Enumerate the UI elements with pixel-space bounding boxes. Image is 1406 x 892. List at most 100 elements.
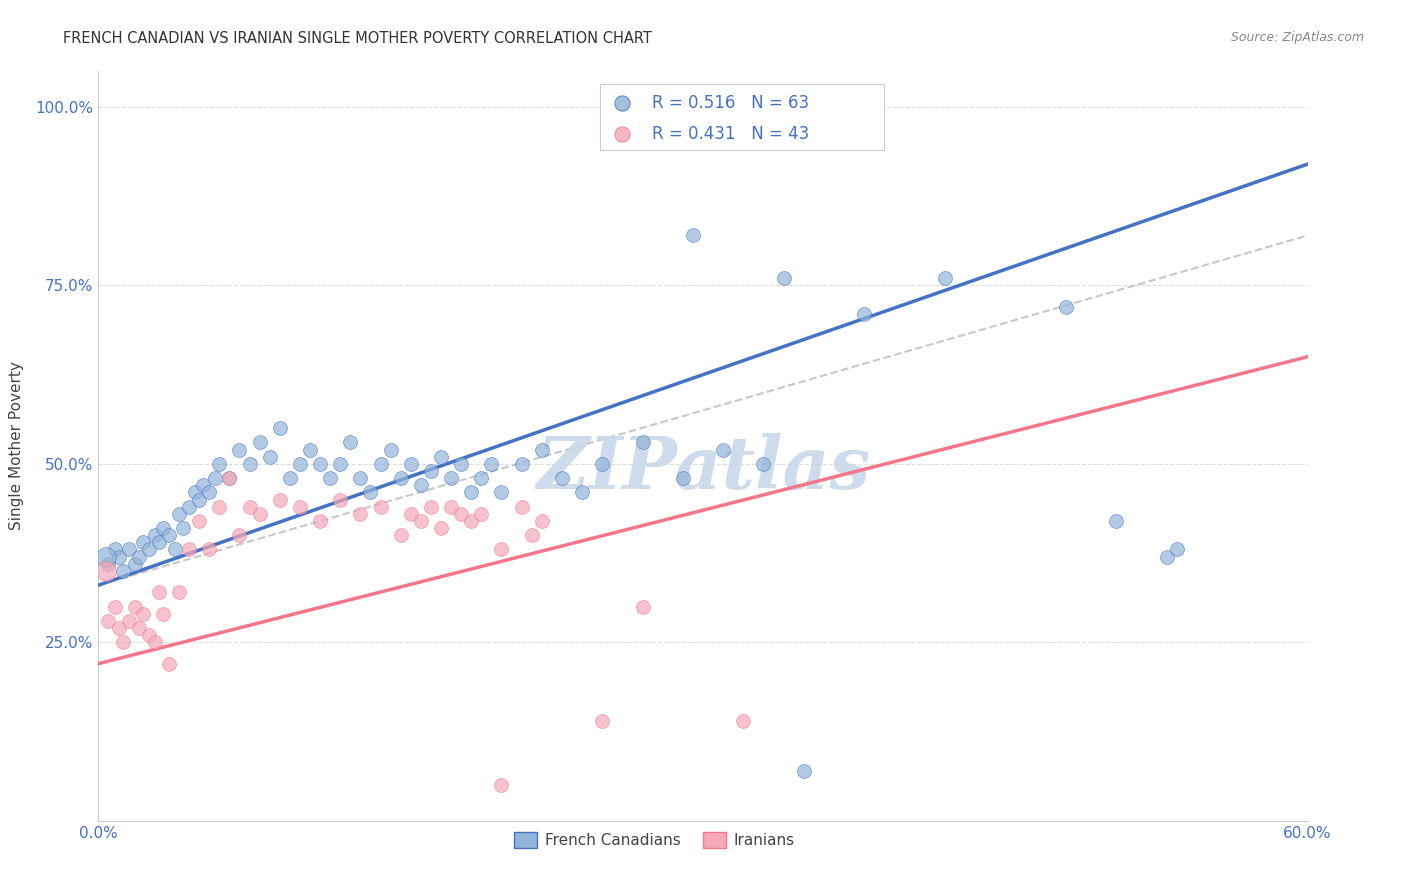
Point — [103, 599, 125, 614]
Point — [107, 621, 129, 635]
Point — [188, 492, 211, 507]
Point — [239, 500, 262, 514]
Point — [733, 714, 755, 728]
Point — [460, 485, 482, 500]
Text: R = 0.516   N = 63: R = 0.516 N = 63 — [652, 94, 810, 112]
Point — [148, 585, 170, 599]
Point — [167, 507, 190, 521]
Point — [389, 528, 412, 542]
Point — [672, 471, 695, 485]
Point — [138, 542, 160, 557]
Point — [1156, 549, 1178, 564]
Point — [409, 478, 432, 492]
Point — [934, 271, 956, 285]
Point — [228, 442, 250, 457]
Point — [319, 471, 342, 485]
Point — [349, 471, 371, 485]
Point — [692, 107, 714, 121]
Point — [288, 500, 311, 514]
Point — [672, 121, 695, 136]
Point — [188, 514, 211, 528]
Point — [179, 500, 201, 514]
Point — [97, 557, 120, 571]
Point — [163, 542, 186, 557]
Point — [118, 542, 141, 557]
Text: FRENCH CANADIAN VS IRANIAN SINGLE MOTHER POVERTY CORRELATION CHART: FRENCH CANADIAN VS IRANIAN SINGLE MOTHER… — [63, 31, 652, 46]
Point — [124, 599, 146, 614]
Point — [510, 500, 533, 514]
Point — [193, 478, 215, 492]
Point — [118, 614, 141, 628]
Point — [97, 614, 120, 628]
Point — [179, 542, 201, 557]
Point — [339, 435, 361, 450]
Point — [1054, 300, 1077, 314]
Point — [208, 500, 231, 514]
Point — [157, 528, 180, 542]
Point — [269, 421, 291, 435]
Point — [96, 549, 118, 564]
Point — [172, 521, 194, 535]
Point — [682, 228, 704, 243]
Point — [309, 514, 332, 528]
Point — [259, 450, 281, 464]
Point — [132, 607, 155, 621]
Point — [460, 514, 482, 528]
Point — [370, 500, 392, 514]
Point — [269, 492, 291, 507]
Point — [530, 442, 553, 457]
Point — [450, 507, 472, 521]
Point — [591, 714, 613, 728]
Point — [128, 549, 150, 564]
Point — [631, 599, 654, 614]
FancyBboxPatch shape — [600, 84, 884, 150]
Point — [143, 528, 166, 542]
Point — [111, 564, 134, 578]
Point — [152, 521, 174, 535]
Point — [278, 471, 301, 485]
Point — [491, 778, 513, 792]
Point — [591, 457, 613, 471]
Point — [440, 500, 463, 514]
Point — [450, 457, 472, 471]
Point — [184, 485, 207, 500]
Point — [491, 485, 513, 500]
Point — [218, 471, 240, 485]
Point — [440, 471, 463, 485]
Point — [723, 107, 745, 121]
Point — [309, 457, 332, 471]
Point — [481, 457, 503, 471]
Point — [204, 471, 226, 485]
Point — [198, 485, 221, 500]
Point — [228, 528, 250, 542]
Point — [420, 500, 443, 514]
Text: Source: ZipAtlas.com: Source: ZipAtlas.com — [1230, 31, 1364, 45]
Point — [711, 121, 734, 136]
Point — [551, 471, 574, 485]
Point — [380, 442, 402, 457]
Point — [470, 507, 492, 521]
Text: ZIPatlas: ZIPatlas — [536, 433, 870, 504]
Point — [420, 464, 443, 478]
Point — [430, 450, 453, 464]
Point — [157, 657, 180, 671]
Point — [329, 492, 352, 507]
Point — [1166, 542, 1188, 557]
Point — [370, 457, 392, 471]
Point — [360, 485, 382, 500]
Point — [960, 159, 983, 173]
Point — [132, 535, 155, 549]
Point — [389, 471, 412, 485]
Point — [124, 557, 146, 571]
Point — [218, 471, 240, 485]
Point — [399, 507, 422, 521]
Point — [772, 271, 794, 285]
Point — [530, 514, 553, 528]
Point — [793, 764, 815, 778]
Point — [152, 607, 174, 621]
Point — [249, 507, 271, 521]
Point — [510, 457, 533, 471]
Point — [349, 507, 371, 521]
Point — [138, 628, 160, 642]
Point — [399, 457, 422, 471]
